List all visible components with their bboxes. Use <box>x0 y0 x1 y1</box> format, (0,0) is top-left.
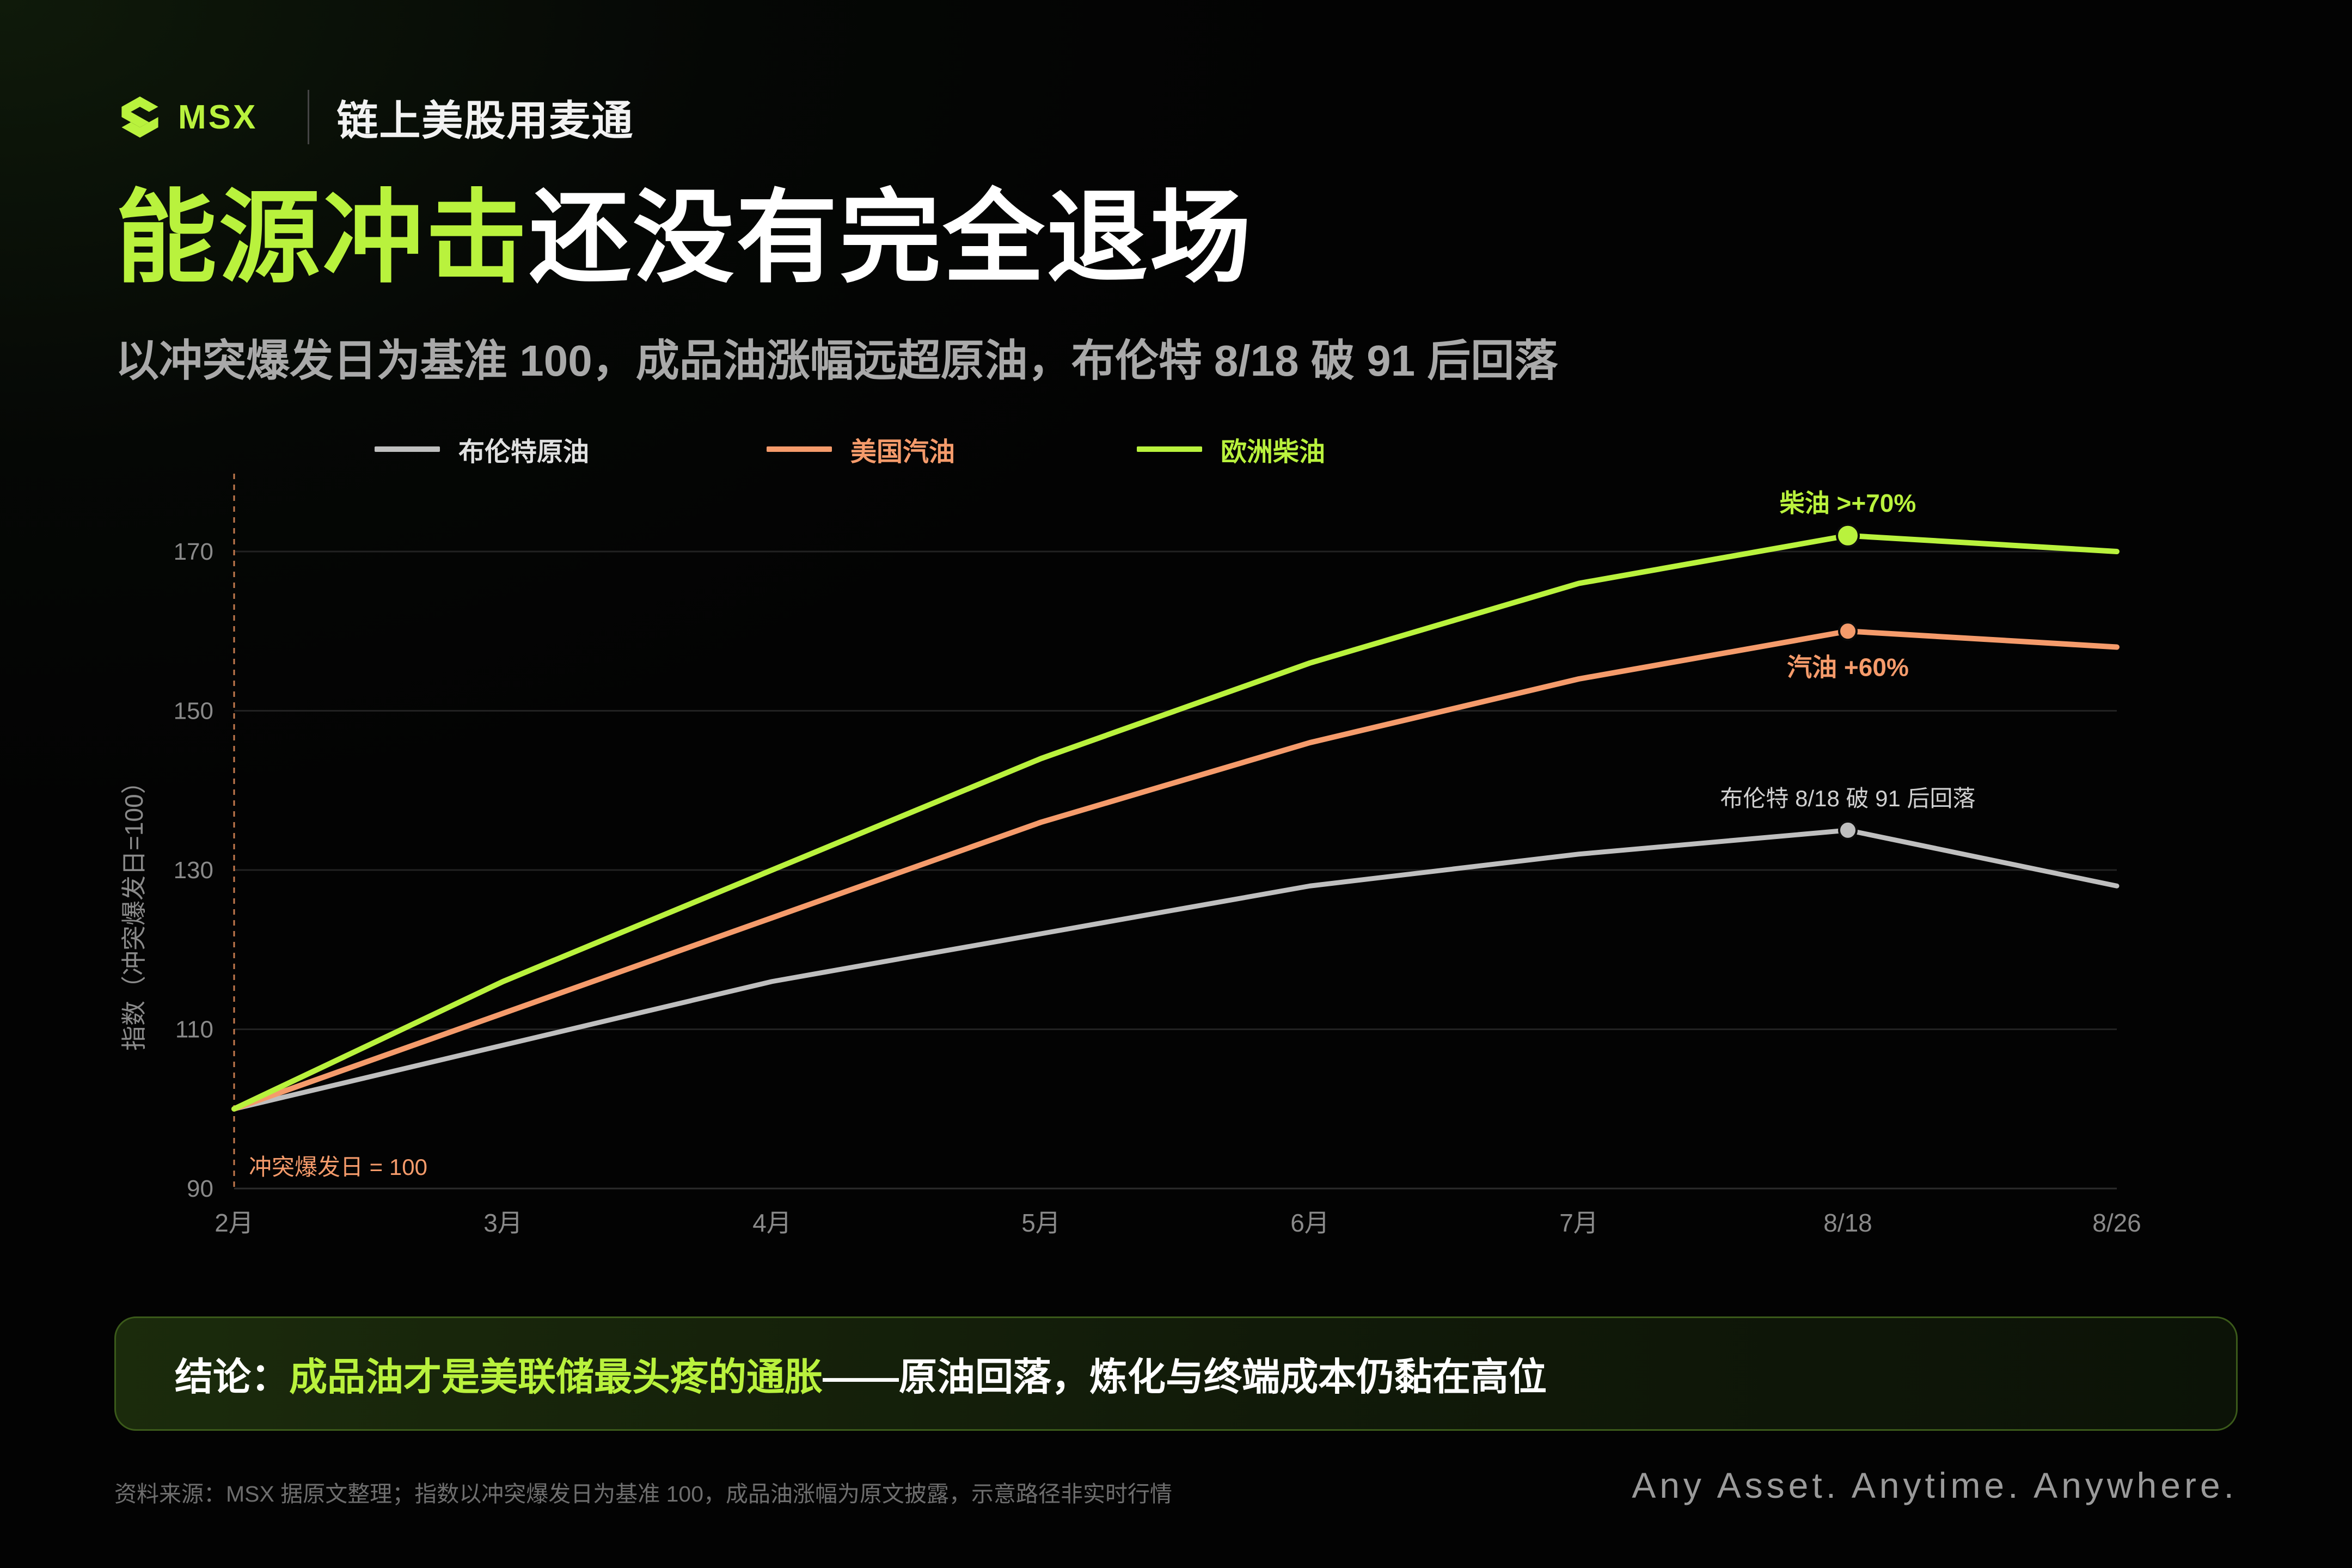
annotation-marker-1 <box>1838 621 1858 641</box>
page-subtitle: 以冲突爆发日为基准 100，成品油涨幅远超原油，布伦特 8/18 破 91 后回… <box>115 336 1558 385</box>
conclusion-box: 结论： 成品油才是美联储最头疼的通胀 ——原油回落，炼化与终端成本仍黏在高位 <box>114 1316 2238 1431</box>
legend-label-gasoline: 美国汽油 <box>850 438 955 467</box>
y-tick-label: 90 <box>187 1175 213 1202</box>
legend-item-gasoline: 美国汽油 <box>767 430 955 468</box>
annotation-marker-2 <box>1838 820 1858 840</box>
line-chart: 90 110 130 150 170 2月 3月 4月 5月 6月 7月 8/18 8/26 指数（冲突爆… <box>120 474 2141 1237</box>
legend-swatch-brent <box>375 446 440 452</box>
legend-swatch-diesel <box>1137 446 1202 452</box>
footer-source: 资料来源：MSX 据原文整理；指数以冲突爆发日为基准 100，成品油涨幅为原文披… <box>114 1481 1173 1506</box>
y-tick-label: 170 <box>174 538 213 565</box>
x-tick-label: 6月 <box>1290 1209 1330 1237</box>
legend-label-diesel: 欧洲柴油 <box>1221 438 1326 467</box>
series-line-1 <box>231 628 2120 1112</box>
legend-item-brent: 布伦特原油 <box>375 430 589 468</box>
y-tick-label: 150 <box>174 698 213 725</box>
title-rest: 还没有完全退场 <box>529 182 1254 295</box>
chart-legend: 布伦特原油 美国汽油 欧洲柴油 <box>0 430 2352 474</box>
title-highlight: 能源冲击 <box>115 182 530 295</box>
msx-logo-icon <box>121 96 158 138</box>
x-tick-label: 5月 <box>1021 1209 1061 1237</box>
brand-tagline: 链上美股用麦通 <box>336 98 634 144</box>
annotation-label-1: 汽油 +60% <box>1787 653 1909 681</box>
conclusion-rest: ——原油回落，炼化与终端成本仍黏在高位 <box>823 1355 1547 1398</box>
x-tick-label: 4月 <box>752 1209 792 1237</box>
legend-swatch-gasoline <box>767 446 832 452</box>
legend-label-brent: 布伦特原油 <box>458 438 590 467</box>
series-line-2 <box>231 532 2120 1112</box>
logo-text: MSX <box>178 98 258 136</box>
y-axis-label: 指数（冲突爆发日=100） <box>120 769 148 1051</box>
x-tick-label: 8/18 <box>1823 1209 1872 1237</box>
page-title: 能源冲击还没有完全退场 <box>115 188 1253 289</box>
legend-item-diesel: 欧洲柴油 <box>1137 430 1325 468</box>
series-line-0 <box>231 828 2120 1112</box>
annotation-label-2: 布伦特 8/18 破 91 后回落 <box>1720 786 1975 811</box>
x-tick-label: 2月 <box>215 1209 254 1237</box>
y-tick-label: 110 <box>175 1016 213 1043</box>
x-tick-label: 3月 <box>483 1209 523 1237</box>
y-tick-label: 130 <box>174 857 213 884</box>
annotation-label-0: 柴油 >+70% <box>1780 489 1916 517</box>
x-tick-label: 8/26 <box>2092 1209 2141 1237</box>
annotation-marker-0 <box>1836 523 1860 548</box>
conclusion-highlight: 成品油才是美联储最头疼的通胀 <box>289 1355 823 1398</box>
msx-logo[interactable]: MSX <box>117 94 258 140</box>
header: MSX 链上美股用麦通 <box>117 90 634 144</box>
baseline-annotation: 冲突爆发日 = 100 <box>249 1154 427 1180</box>
footer-slogan: Any Asset. Anytime. Anywhere. <box>1632 1465 2238 1505</box>
conclusion-label: 结论： <box>175 1355 289 1398</box>
header-divider <box>308 90 310 144</box>
x-tick-label: 7月 <box>1559 1209 1598 1237</box>
